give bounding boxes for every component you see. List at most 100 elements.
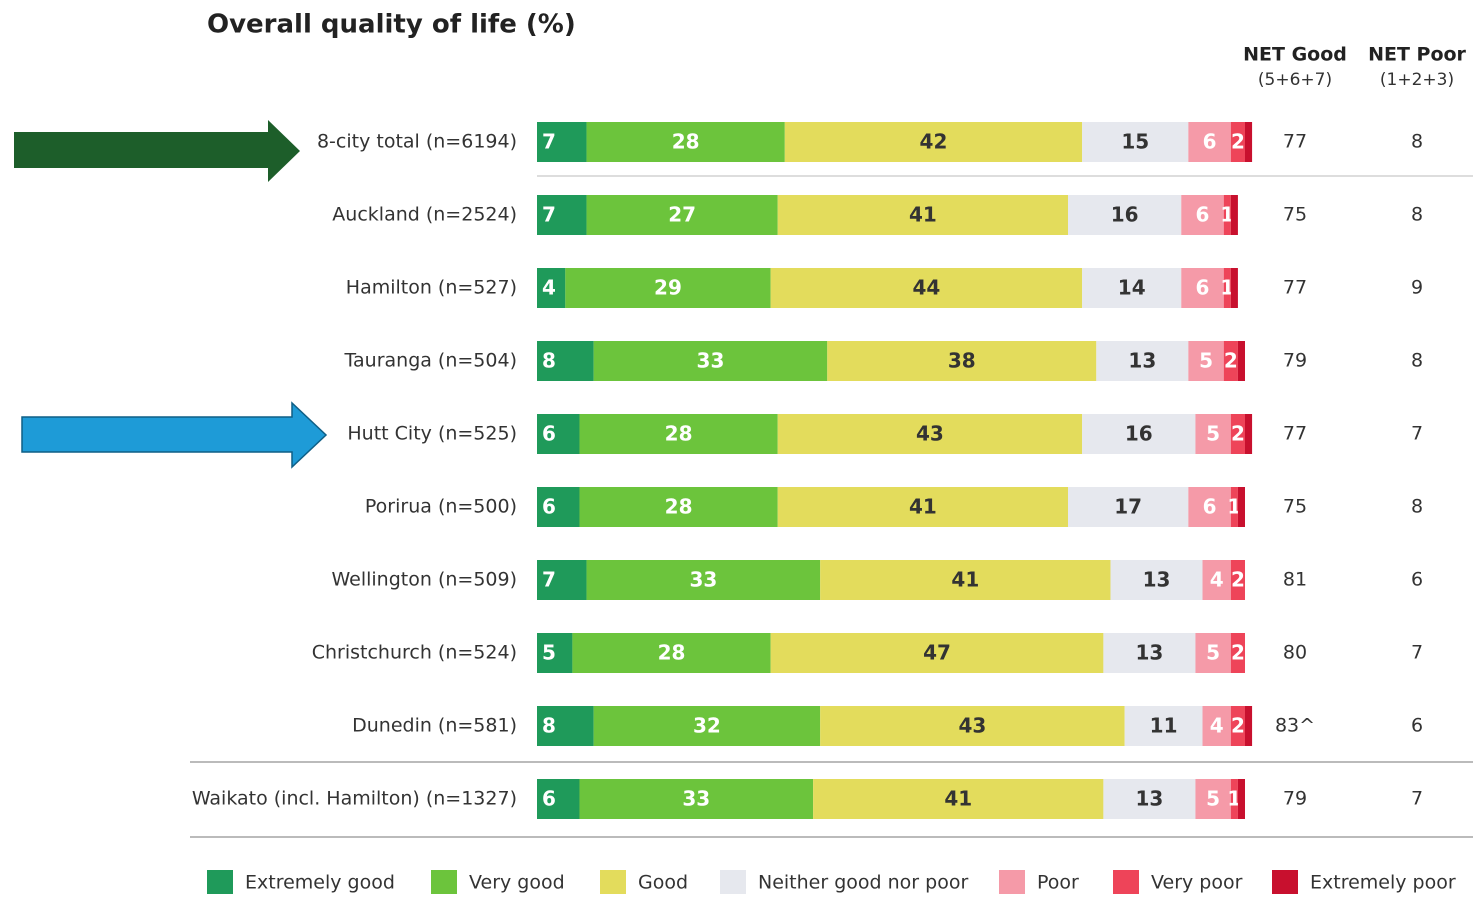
net-good-value: 83^ — [1275, 715, 1315, 737]
bar-segment — [572, 633, 771, 673]
bar-segment — [537, 195, 587, 235]
net-good-value: 75 — [1283, 204, 1307, 226]
chart-title: Overall quality of life (%) — [207, 10, 576, 40]
segment-label: 33 — [682, 787, 710, 811]
legend-label: Neither good nor poor — [758, 872, 968, 894]
segment-label: 15 — [1121, 130, 1149, 154]
segment-label: 11 — [1150, 714, 1178, 738]
bar-segment — [1223, 268, 1231, 308]
category-label: Porirua (n=500) — [365, 496, 517, 518]
bar-segment — [1068, 195, 1182, 235]
net-good-value: 81 — [1283, 569, 1307, 591]
segment-label: 4 — [1210, 714, 1224, 738]
segment-label: 8 — [542, 714, 556, 738]
arrow — [21, 401, 328, 469]
net-poor-value: 7 — [1411, 423, 1423, 445]
segment-label: 5 — [1206, 422, 1220, 446]
bar-segment — [537, 414, 580, 454]
segment-label: 2 — [1231, 714, 1245, 738]
bar-segment — [1068, 487, 1189, 527]
category-label: Dunedin (n=581) — [352, 715, 517, 737]
bar-segment — [1230, 414, 1245, 454]
segment-label: 41 — [909, 495, 937, 519]
bar-segment — [593, 706, 821, 746]
bar-segment — [1082, 122, 1189, 162]
segment-label: 5 — [542, 641, 556, 665]
category-label: Waikato (incl. Hamilton) (n=1327) — [192, 788, 517, 810]
legend-swatch — [720, 870, 746, 894]
bar-segment — [1195, 633, 1231, 673]
bar-segment — [537, 341, 594, 381]
segment-label: 7 — [542, 130, 556, 154]
bar-segment — [1237, 487, 1245, 527]
bar-segment — [1230, 560, 1245, 600]
segment-label: 43 — [958, 714, 986, 738]
bar-segment — [1223, 195, 1231, 235]
segment-label: 28 — [665, 495, 693, 519]
bar-segment — [579, 779, 814, 819]
category-label: Wellington (n=509) — [331, 569, 517, 591]
net-poor-value: 8 — [1411, 131, 1423, 153]
segment-label: 2 — [1231, 568, 1245, 592]
net-poor-value: 8 — [1411, 496, 1423, 518]
bar-segment — [784, 122, 1083, 162]
segment-label: 41 — [909, 203, 937, 227]
segment-label: 6 — [1196, 276, 1210, 300]
legend-label: Poor — [1037, 872, 1079, 894]
segment-label: 2 — [1231, 422, 1245, 446]
bar-segment — [1195, 414, 1231, 454]
segment-label: 6 — [542, 495, 556, 519]
bar-segment — [1223, 341, 1238, 381]
segment-label: 8 — [542, 349, 556, 373]
bar-segment — [1181, 195, 1224, 235]
legend-label: Very poor — [1151, 872, 1243, 894]
segment-label: 13 — [1135, 641, 1163, 665]
net-good-subheader: (5+6+7) — [1258, 70, 1332, 90]
category-label: Hutt City (n=525) — [347, 423, 517, 445]
net-poor-value: 8 — [1411, 204, 1423, 226]
segment-label: 6 — [542, 422, 556, 446]
bar-segment — [1237, 341, 1245, 381]
segment-label: 28 — [672, 130, 700, 154]
bar-segment — [1181, 268, 1224, 308]
segment-label: 14 — [1118, 276, 1146, 300]
bar-segment — [777, 195, 1068, 235]
category-label: 8-city total (n=6194) — [317, 131, 517, 153]
bar-segment — [1188, 122, 1231, 162]
legend-label: Very good — [469, 872, 565, 894]
bar-segment — [1188, 487, 1231, 527]
bar-segment — [1245, 706, 1253, 746]
bar-segment — [777, 487, 1068, 527]
segment-label: 13 — [1143, 568, 1171, 592]
legend-swatch — [999, 870, 1025, 894]
net-poor-value: 7 — [1411, 642, 1423, 664]
bar-segment — [537, 122, 587, 162]
bar-segment — [1230, 633, 1245, 673]
net-poor-value: 7 — [1411, 788, 1423, 810]
segment-label: 5 — [1206, 787, 1220, 811]
bar-segment — [1195, 779, 1231, 819]
legend-swatch — [1272, 870, 1298, 894]
segment-label: 4 — [542, 276, 556, 300]
bar-segment — [1082, 414, 1196, 454]
segment-label: 42 — [920, 130, 948, 154]
bar-segment — [1237, 779, 1245, 819]
bar-segment — [1230, 487, 1238, 527]
segment-label: 5 — [1206, 641, 1220, 665]
bar-segment — [579, 414, 778, 454]
net-poor-value: 6 — [1411, 715, 1423, 737]
segment-label: 6 — [1196, 203, 1210, 227]
bar-segment — [813, 779, 1104, 819]
legend-swatch — [1113, 870, 1139, 894]
segment-label: 6 — [542, 787, 556, 811]
segment-label: 44 — [912, 276, 940, 300]
segment-label: 29 — [654, 276, 682, 300]
bar-segment — [770, 633, 1104, 673]
segment-label: 41 — [951, 568, 979, 592]
net-poor-value: 9 — [1411, 277, 1423, 299]
segment-label: 7 — [542, 203, 556, 227]
segment-label: 6 — [1203, 130, 1217, 154]
legend-label: Extremely poor — [1310, 872, 1456, 894]
